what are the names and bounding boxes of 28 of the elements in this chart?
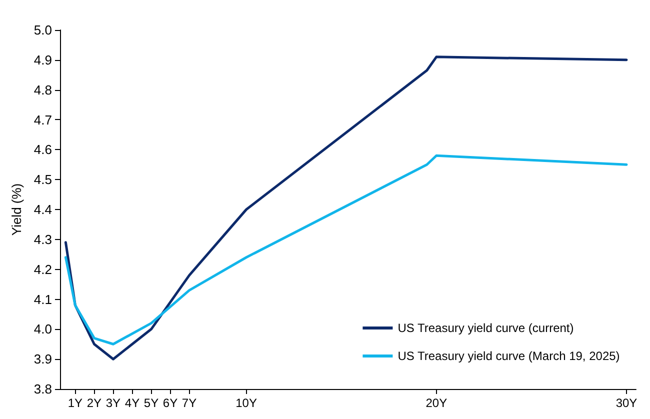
y-tick-label: 4.3	[34, 232, 52, 247]
x-tick-label: 7Y	[182, 396, 197, 410]
y-tick-label: 4.9	[34, 52, 52, 68]
legend-label: US Treasury yield curve (current)	[398, 321, 574, 335]
x-tick-label: 6Y	[162, 396, 178, 410]
x-tick-label: 1Y	[68, 396, 83, 410]
y-tick-label: 4.7	[34, 112, 52, 128]
y-axis-title: Yield (%)	[9, 183, 24, 236]
y-tick-label: 4.1	[34, 292, 52, 307]
x-tick-label: 20Y	[426, 396, 448, 410]
y-tick-label: 4.6	[34, 142, 52, 158]
line-series	[64, 56, 628, 360]
y-tick-label: 4.5	[34, 172, 52, 188]
y-tick-label: 4.8	[34, 82, 52, 98]
legend-label: US Treasury yield curve (March 19, 2025)	[398, 349, 620, 363]
y-tick-label: 3.9	[34, 352, 52, 367]
y-tick-label: 4.2	[34, 262, 52, 277]
y-tick-label: 4.0	[34, 322, 52, 337]
y-tick-label: 5.0	[34, 22, 52, 38]
x-tick-label: 10Y	[236, 396, 257, 410]
y-tick-label: 4.4	[34, 202, 52, 217]
x-tick-label: 3Y	[106, 396, 121, 410]
x-tick-label: 2Y	[86, 396, 102, 410]
x-tick-label: 30Y	[616, 396, 638, 410]
x-tick-label: 5Y	[144, 396, 159, 410]
y-tick-label: 3.8	[34, 382, 52, 396]
x-tick-label: 4Y	[124, 396, 140, 410]
line-series	[64, 154, 628, 346]
